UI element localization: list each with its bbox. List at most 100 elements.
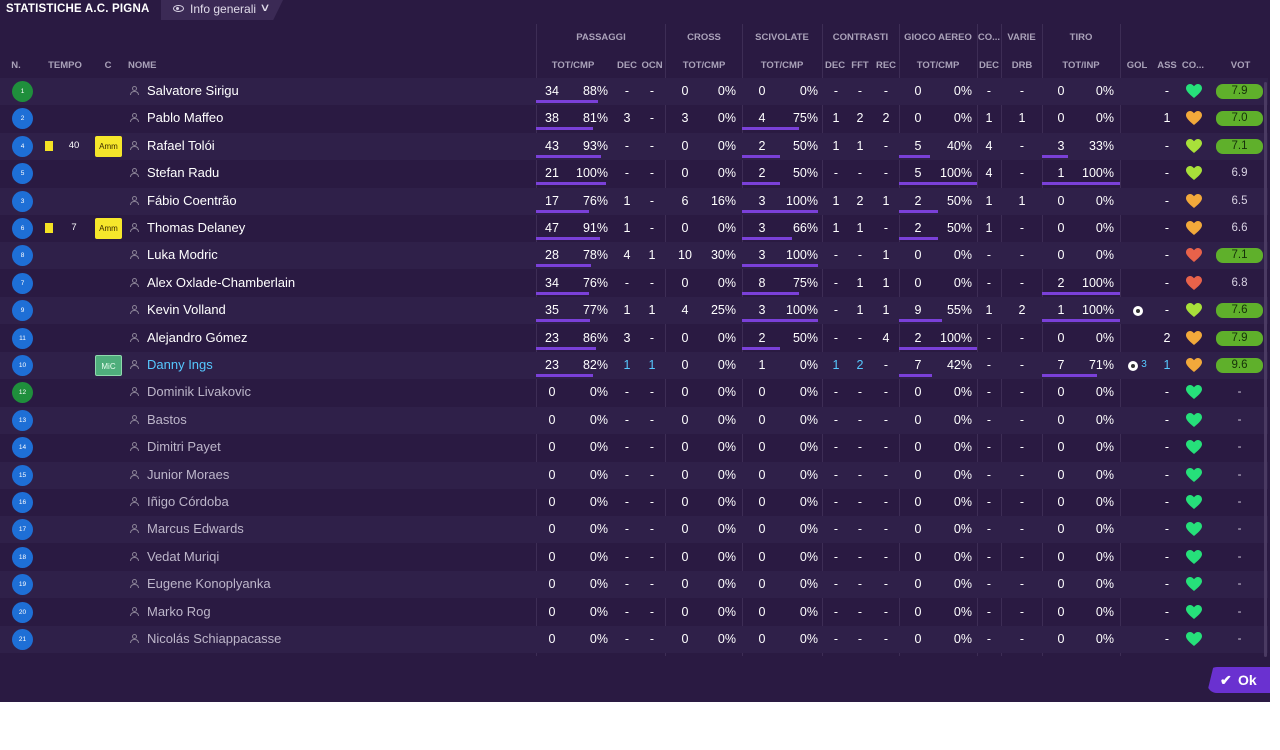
player-icon [130,606,139,616]
column-header-tempo[interactable]: TEMPO [48,60,82,71]
table-row[interactable]: 17 Marcus Edwards 0 0% - -0 0% 0 0% - - -0 0% - -0 0% - - [0,516,1268,544]
player-name[interactable]: Eugene Konoplyanka [147,576,271,592]
headers-completion: 0% [953,495,972,509]
headers-total: 9 [914,303,922,318]
check-icon: ✔ [1220,672,1232,688]
column-header-pass-tot[interactable]: TOT/CMP [551,60,595,71]
passes-chances: - [649,412,655,427]
scrollbar[interactable] [1264,82,1267,657]
ok-button[interactable]: ✔ Ok [1207,667,1270,693]
recoveries: - [883,495,889,509]
table-row[interactable]: 13 Bastos 0 0% - -0 0% 0 0% - - -0 0% - -0 0% - - [0,406,1268,434]
column-header-co-dec[interactable]: DEC [978,60,1000,71]
headers-completion-bar [899,374,932,377]
player-name[interactable]: Alejandro Gómez [147,329,248,345]
player-name[interactable]: Danny Ings [147,357,213,372]
player-name[interactable]: Thomas Delaney [147,220,246,235]
column-header-pass-ocn[interactable]: OCN [641,60,663,71]
player-name[interactable]: Junior Moraes [147,466,230,482]
table-row[interactable]: 12 Dominik Livakovic 0 0% - -0 0% 0 0% - - -0 0% - -0 0… [0,379,1268,406]
tackles-completion-bar [742,264,818,268]
column-header-sciv-tot[interactable]: TOT/CMP [760,60,804,71]
player-name[interactable]: Marcus Edwards [147,521,244,537]
table-row[interactable]: 8 Luka Modric 28 78% 4 1 10 30% 3 100% - -1 0 0% - -0 0%… [0,242,1268,270]
column-header-vot[interactable]: VOT [1230,60,1251,71]
table-row[interactable]: 11 Alejandro Gómez 23 86% 3-0 0% 2 50% - -4 2 100% -… [0,325,1268,352]
passes-completion: 76% [582,193,608,208]
column-header-c[interactable]: C [104,60,112,71]
table-row[interactable]: 1 Salvatore Sirigu 34 88% - -0 0% 0 0% - - -0 0% - -0 0… [0,78,1268,105]
column-header-gol[interactable]: GOL [1126,60,1148,71]
table-row[interactable]: 4 40 Amm Rafael Tolói 43 93% - -0 0% 2 50% 1 1-5 40% 4… [0,132,1268,160]
assists: - [1164,495,1170,509]
table-row[interactable]: 5 Stefan Radu 21 100% - -0 0% 2 50% - - -5 100% 4-1 10… [0,160,1268,187]
tackles-total: 0 [758,495,766,509]
shirt-number-icon: 4 [12,135,33,157]
player-name[interactable]: Stefan Radu [147,165,220,181]
column-header-tiro-tot[interactable]: TOT/INP [1062,60,1100,71]
table-row[interactable]: 21 Nicolás Schiappacasse 0 0% - -0 0% 0 0% - - -0 0%… [0,626,1268,653]
passes-total: 0 [548,522,556,537]
column-header-pass-dec[interactable]: DEC [616,60,638,71]
page-title: STATISTICHE A.C. PIGNA [6,3,150,15]
table-row[interactable]: 18 Vedat Muriqi 0 0% - -0 0% 0 0% - - -0 0% - -0 0% - - [0,544,1268,571]
column-header-drb[interactable]: DRB [1011,60,1033,71]
column-header-con-fft[interactable]: FFT [851,60,869,71]
player-name[interactable]: Marko Rog [147,603,211,619]
player-name[interactable]: Bastos [147,411,187,427]
table-row[interactable]: 16 Iñigo Córdoba 0 0% - -0 0% 0 0% - - -0 0% - -0 0% - - [0,489,1268,516]
shirt-number-icon: 15 [12,464,33,486]
column-header-co2[interactable]: CO... [1181,60,1205,71]
recoveries: - [883,549,889,564]
player-name[interactable]: Fábio Coentrão [147,192,237,208]
yellow-card-icon [45,140,53,151]
player-name[interactable]: Rafael Tolói [147,137,215,153]
player-name[interactable]: Alex Oxlade-Chamberlain [147,274,296,290]
table-row[interactable]: 19 Eugene Konoplyanka 0 0% - -0 0% 0 0% - - -0 0% - -0… [0,571,1268,599]
dribbles: - [1019,385,1025,400]
player-name[interactable]: Pablo Maffeo [147,110,224,126]
table-row[interactable]: 7 Alex Oxlade-Chamberlain 34 76% - -0 0% 8 75% -1… [0,270,1268,297]
crosses-completion: 0% [717,632,736,646]
rating: 7.1 [1216,138,1263,154]
column-header-con-dec[interactable]: DEC [825,60,846,71]
table-row[interactable]: 9 Kevin Volland 35 77% 1 1 4 25% 3 100% -1 1 9 55% 1 2 1… [0,297,1268,325]
column-header-n[interactable]: N. [11,60,21,71]
shots-total: 2 [1057,275,1065,290]
table-row[interactable]: 2 Pablo Maffeo 38 81% 3 - 3 0% 4 75% 1 2 2 0 0% 1 1 0 0% 1 7… [0,105,1268,132]
interceptions: - [833,412,839,427]
recoveries: - [883,84,889,98]
column-header-aer-tot[interactable]: TOT/CMP [916,60,960,71]
assists: - [1164,522,1170,537]
table-row[interactable]: 6 7 Amm Thomas Delaney 47 91% 1 - 0 0% 3 66% 1 1 - 2 50%… [0,215,1268,242]
shots-on-target: 0% [1095,111,1114,126]
table-row[interactable]: 20 Marko Rog 0 0% - -0 0% 0 0% - - -0 0% - -0 0% - - [0,599,1268,626]
table-row[interactable]: 14 Dimitri Payet 0 0% - -0 0% 0 0% - - -0 0% - -0 0% - - [0,434,1268,461]
position-badge: MiC [95,355,122,376]
interceptions: - [833,440,839,455]
table-row[interactable]: 3 Fábio Coentrão 17 76% 1-6 16% 3 100% 1 2 1 2 50% 1 1… [0,187,1268,215]
column-header-nome[interactable]: NOME [128,60,157,71]
player-icon [130,86,139,95]
table-row[interactable]: 15 Junior Moraes 0 0% - -0 0% 0 0% - - -0 0% - -0 0% - - [0,461,1268,489]
rating: 6.8 [1231,276,1248,289]
key-headers: 4 [985,138,993,153]
crosses-total: 0 [681,440,689,455]
column-header-ass[interactable]: ASS [1157,60,1177,71]
player-name[interactable]: Vedat Muriqi [147,548,220,564]
player-name[interactable]: Dimitri Payet [147,439,221,455]
table-row[interactable]: 10 MiC Danny Ings 23 82% 1 1 0 0% 1 0% 1 2-7 42% - -7 71… [0,352,1268,379]
player-name[interactable]: Nicolás Schiappacasse [147,631,282,646]
player-name[interactable]: Dominik Livakovic [147,384,252,400]
view-dropdown[interactable]: Info generali ∨ [161,0,283,20]
player-name[interactable]: Luka Modric [147,247,218,263]
player-name[interactable]: Iñigo Córdoba [147,494,229,509]
column-header-cross-tot[interactable]: TOT/CMP [682,60,726,71]
interceptions: - [833,303,839,318]
player-name[interactable]: Kevin Volland [147,302,226,318]
recoveries: - [883,358,889,372]
column-header-con-rec[interactable]: REC [875,60,897,71]
shirt-number-icon: 17 [12,519,33,541]
player-name[interactable]: Salvatore Sirigu [147,83,239,98]
key-headers: - [986,440,992,455]
